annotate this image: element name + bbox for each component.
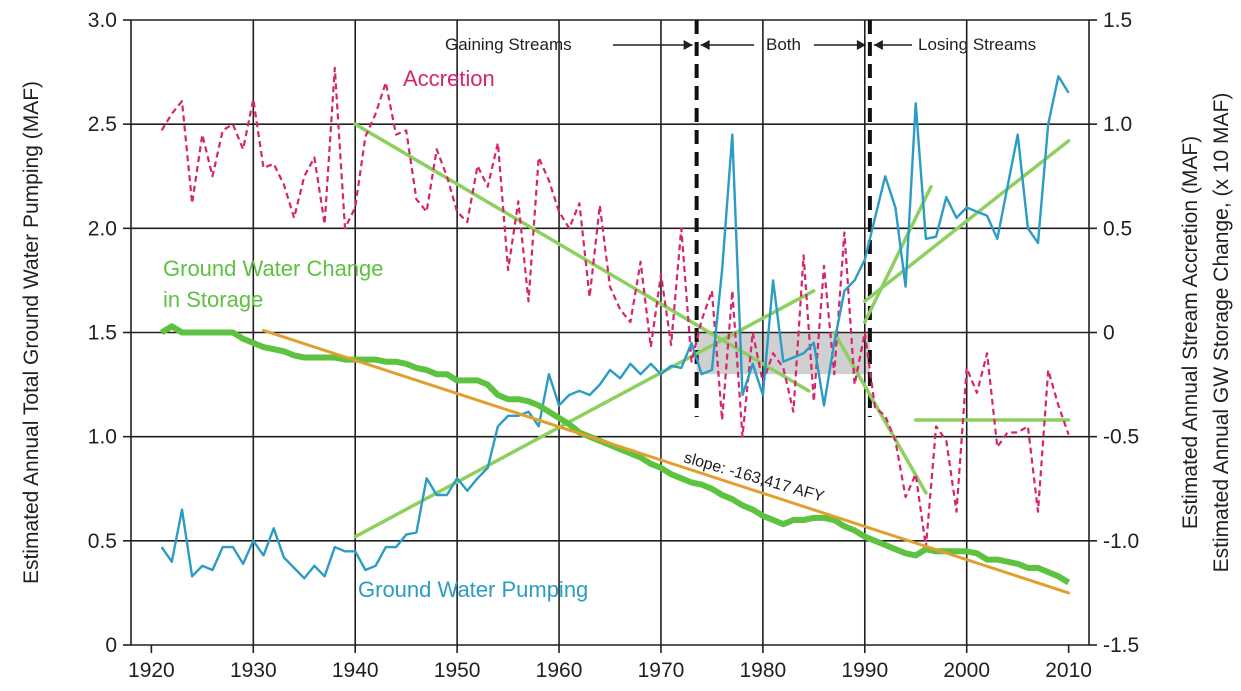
x-tick-label: 1990 — [841, 659, 888, 682]
y-left-tick-label: 0.5 — [88, 530, 117, 553]
accretion-label: Accretion — [403, 66, 495, 91]
y-right-tick-label: 0.5 — [1103, 217, 1132, 240]
pumping-label: Ground Water Pumping — [358, 577, 588, 602]
y-right-tick-label: -1.5 — [1103, 634, 1139, 657]
gaining-arrow-head — [683, 40, 693, 50]
storage-series-line — [160, 323, 1071, 586]
pumping-series-line — [160, 75, 1070, 580]
x-tick-label: 2000 — [943, 659, 990, 682]
y-right-tick-label: 0 — [1103, 322, 1115, 345]
y-right-tick-label: 1.5 — [1103, 9, 1132, 32]
y-right-axis-title-1: Estimated Annual Stream Accretion (MAF) — [1179, 136, 1202, 529]
trend-line-1 — [353, 122, 811, 393]
storage-label-line2: in Storage — [163, 287, 263, 312]
y-right-tick-label: -1.0 — [1103, 530, 1139, 553]
x-tick-label: 2010 — [1045, 659, 1092, 682]
y-right-tick-label: 1.0 — [1103, 113, 1132, 136]
x-tick-label: 1950 — [434, 659, 481, 682]
y-left-tick-label: 2.5 — [88, 113, 117, 136]
y-left-tick-label: 1.5 — [88, 322, 117, 345]
x-tick-label: 1980 — [740, 659, 787, 682]
slope-trend-line — [261, 328, 1071, 595]
storage-label-line1: Ground Water Change — [163, 256, 384, 281]
y-left-axis-title: Estimated Annual Total Ground Water Pump… — [20, 81, 43, 584]
x-tick-label: 1970 — [638, 659, 685, 682]
y-left-tick-label: 2.0 — [88, 217, 117, 240]
gaining-streams-label: Gaining Streams — [445, 35, 572, 54]
x-tick-label: 1940 — [332, 659, 379, 682]
trend-line-5 — [863, 139, 1071, 303]
y-left-tick-label: 0 — [105, 634, 117, 657]
x-tick-label: 1930 — [230, 659, 277, 682]
losing-arrow-head — [873, 40, 883, 50]
y-left-tick-label: 1.0 — [88, 426, 117, 449]
accretion-series-line — [160, 66, 1070, 549]
trend-line-4 — [863, 184, 933, 324]
both-arrow-right-head — [856, 40, 866, 50]
losing-streams-label: Losing Streams — [918, 35, 1036, 54]
both-arrow-left-head — [700, 40, 710, 50]
both-label: Both — [766, 35, 801, 54]
y-left-tick-label: 3.0 — [88, 9, 117, 32]
x-tick-label: 1920 — [128, 659, 175, 682]
x-tick-label: 1960 — [536, 659, 583, 682]
trend-line-2 — [353, 289, 816, 539]
y-right-tick-label: -0.5 — [1103, 426, 1139, 449]
slope-label: slope: -163,417 AFY — [682, 450, 826, 506]
y-right-axis-title-2: Estimated Annual GW Storage Change, (x 1… — [1210, 93, 1233, 573]
